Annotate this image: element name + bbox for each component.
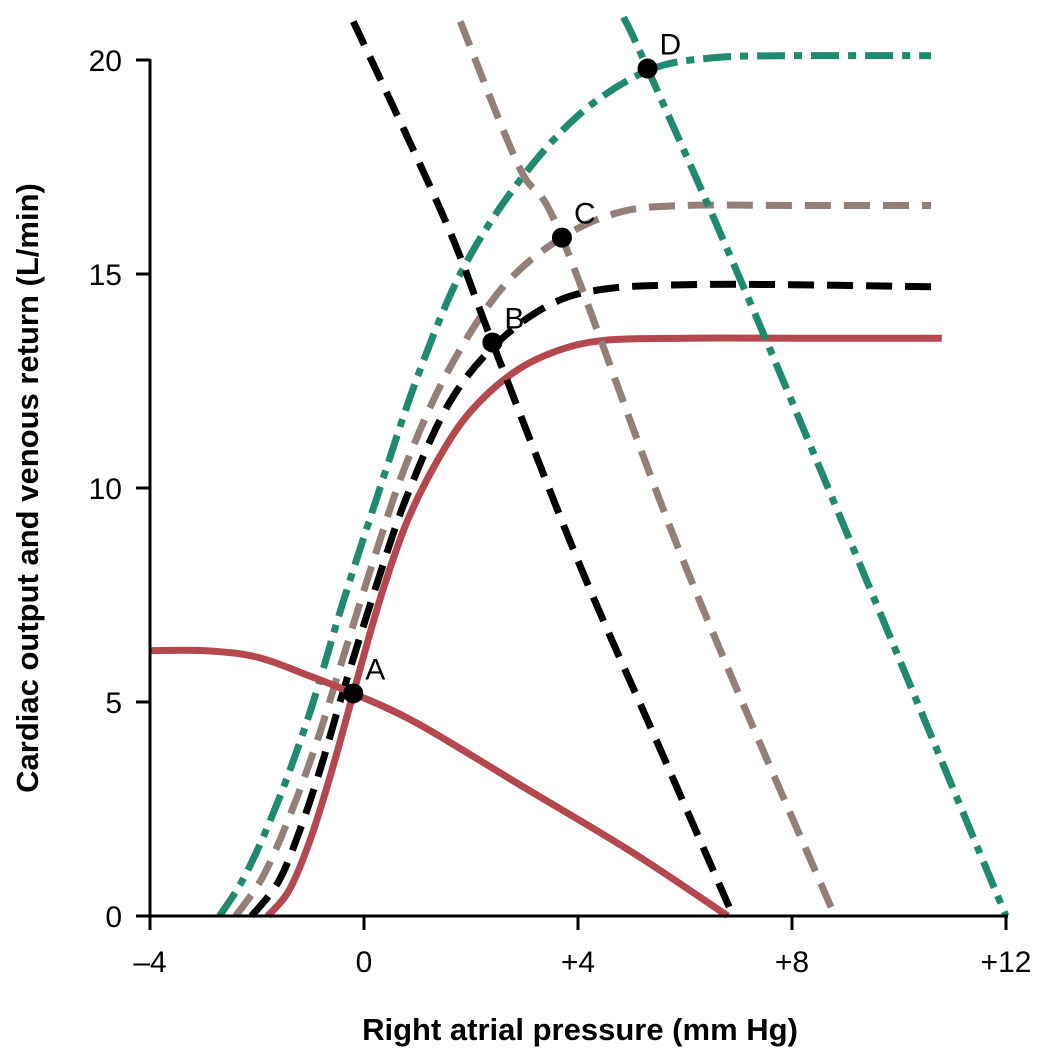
venous-return-curve-red bbox=[150, 646, 730, 918]
x-tick-label: +4 bbox=[561, 946, 595, 979]
series-layer bbox=[150, 15, 1010, 918]
venous-return-curve-black bbox=[350, 20, 737, 918]
axes-layer bbox=[148, 59, 1008, 918]
y-tick-label: 10 bbox=[89, 473, 122, 506]
x-axis-title: Right atrial pressure (mm Hg) bbox=[362, 1012, 798, 1047]
cardiac-output-curve-taupe bbox=[232, 201, 932, 918]
point-label-b: B bbox=[504, 302, 524, 335]
equilibrium-point-a bbox=[343, 683, 364, 704]
equilibrium-point-c bbox=[551, 227, 572, 248]
points-layer: A B C D bbox=[343, 29, 681, 704]
x-tick-label: 0 bbox=[356, 946, 373, 979]
y-tick-label: 0 bbox=[105, 901, 122, 934]
equilibrium-point-b bbox=[482, 332, 503, 353]
y-axis-title: Cardiac output and venous return (L/min) bbox=[10, 183, 45, 793]
x-tick-label: –4 bbox=[133, 946, 166, 979]
venous-return-curve-teal bbox=[620, 15, 1010, 918]
x-tick-label: +8 bbox=[775, 946, 809, 979]
x-tick-label: +12 bbox=[981, 946, 1032, 979]
point-label-c: C bbox=[574, 198, 596, 231]
cardiac-output-curve-red bbox=[265, 334, 942, 918]
cardiac-output-curve-teal bbox=[216, 52, 932, 918]
point-label-a: A bbox=[365, 653, 385, 686]
y-tick-label: 15 bbox=[89, 259, 122, 292]
equilibrium-point-d bbox=[637, 58, 658, 79]
y-tick-label: 20 bbox=[89, 45, 122, 78]
y-tick-label: 5 bbox=[105, 687, 122, 720]
venous-return-curve-taupe bbox=[457, 20, 839, 918]
cardiac-output-curve-black bbox=[248, 280, 932, 918]
point-label-d: D bbox=[660, 29, 682, 62]
ticks-layer: –4 0 +4 +8 +12 0 5 10 15 20 bbox=[89, 45, 1032, 979]
